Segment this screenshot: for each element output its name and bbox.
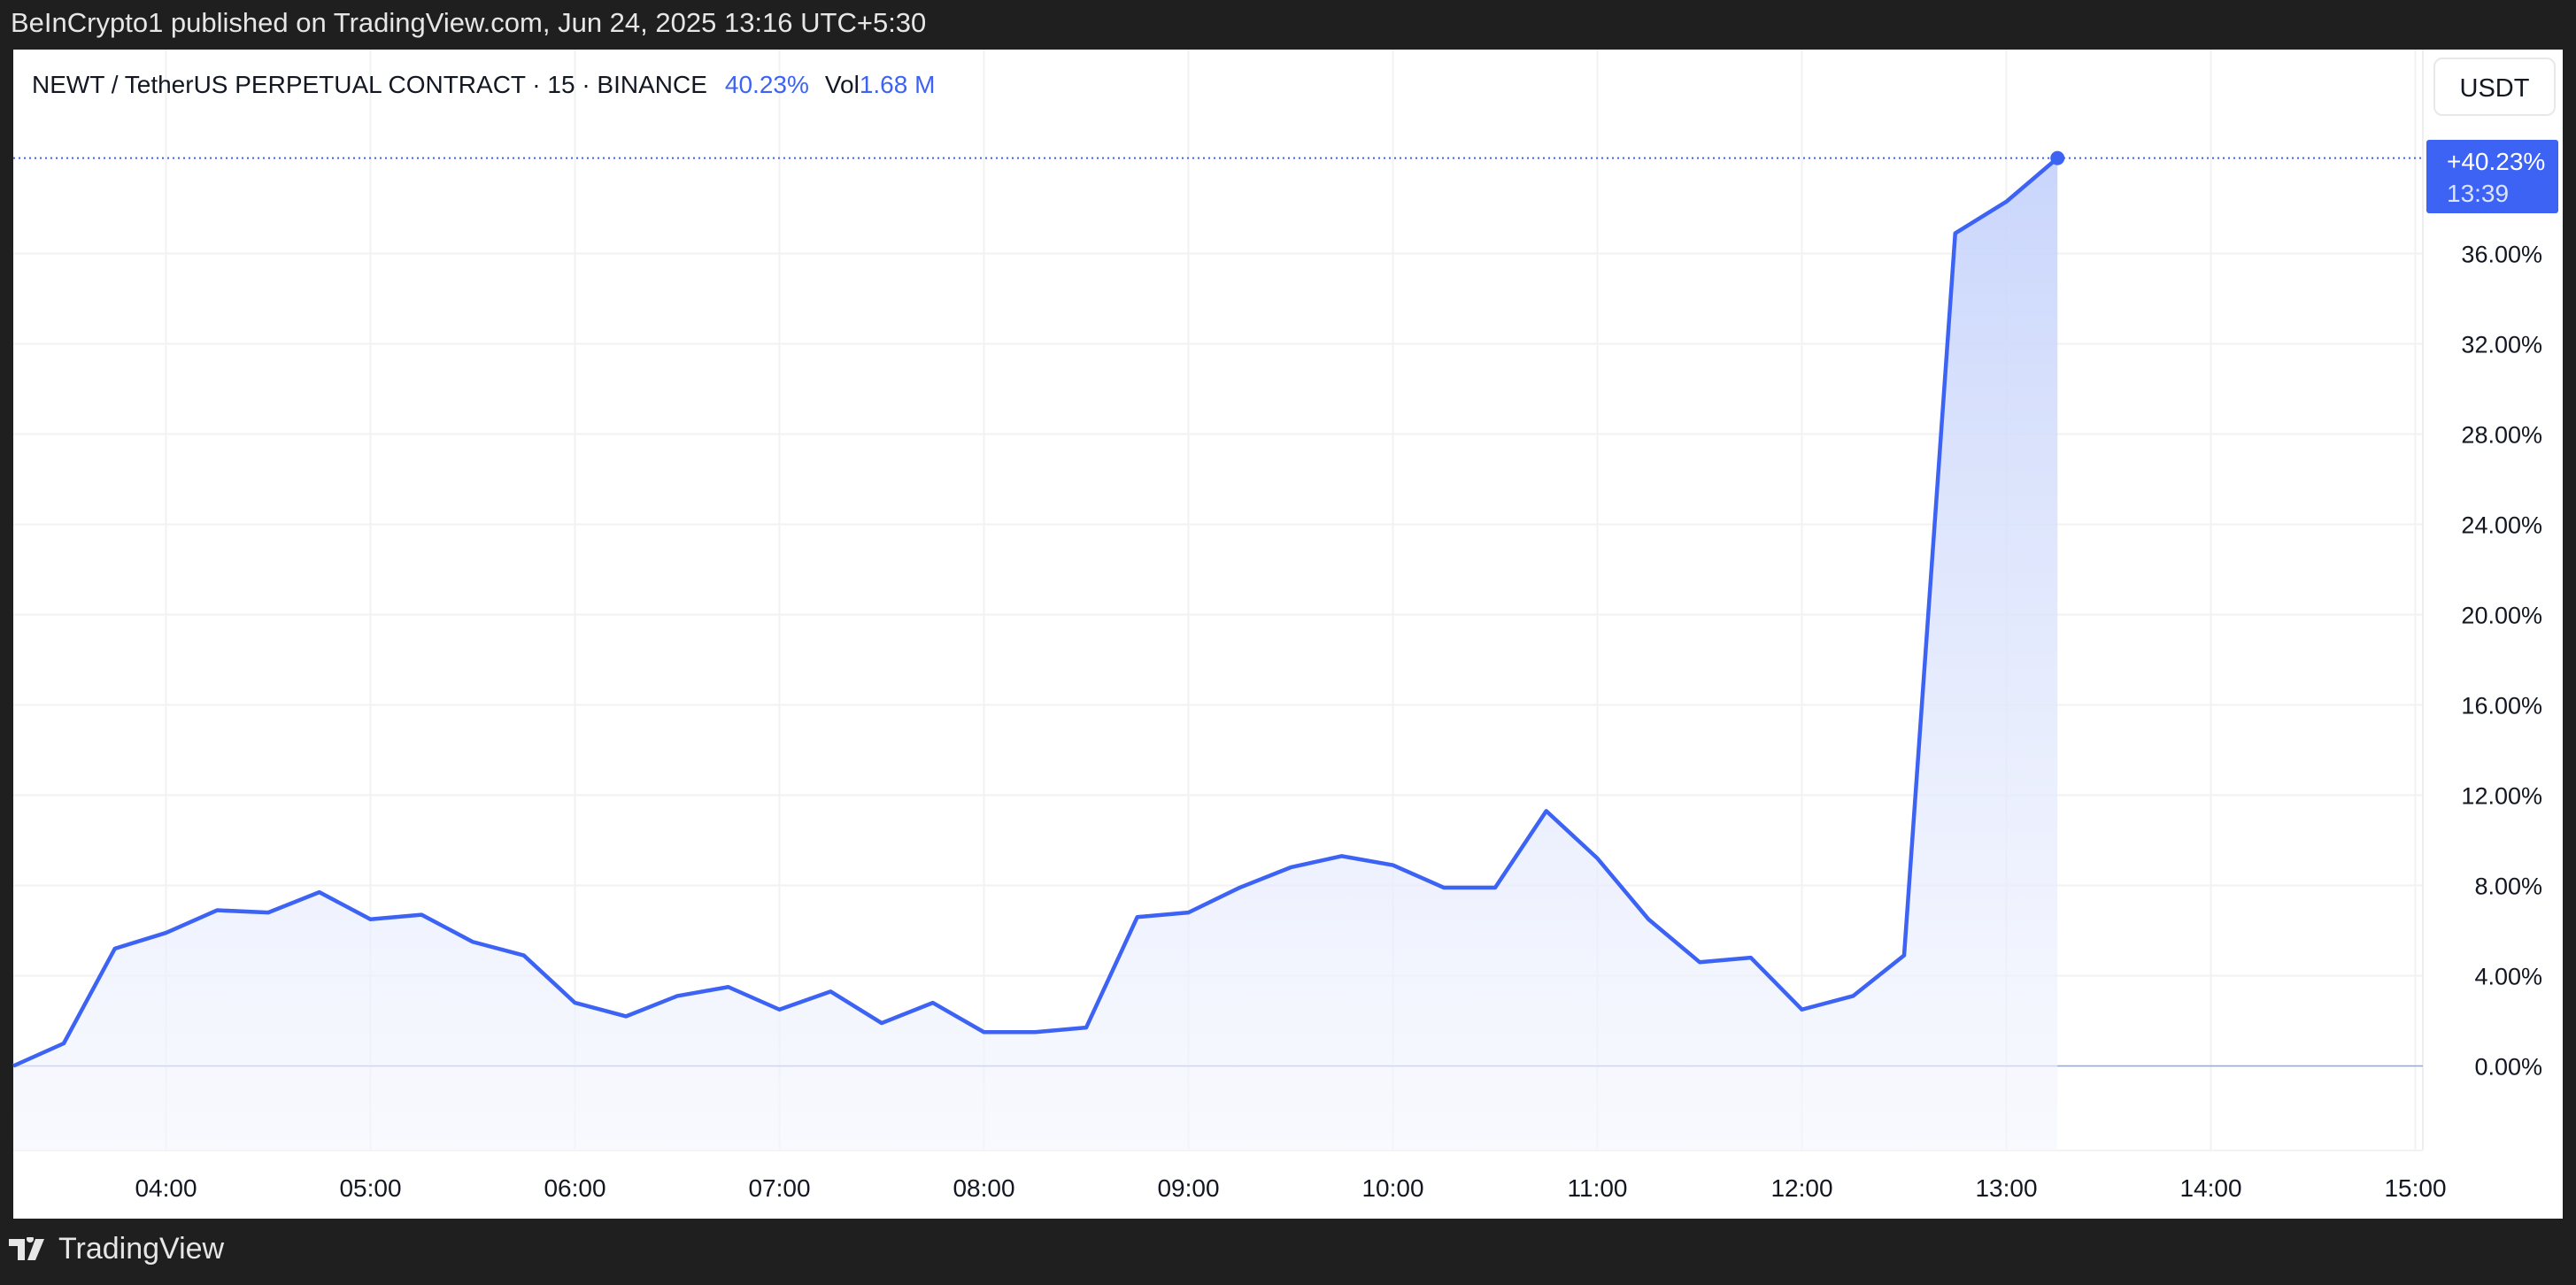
y-tick-label: 12.00% (2461, 783, 2542, 810)
tradingview-logo: TradingView (9, 1232, 224, 1266)
tradingview-logo-text: TradingView (58, 1232, 225, 1266)
area-fill (13, 158, 2058, 1150)
y-tick-label: 0.00% (2474, 1054, 2542, 1081)
legend-symbol: NEWT / TetherUS PERPETUAL CONTRACT · 15 … (32, 71, 935, 98)
y-tick-label: 36.00% (2461, 242, 2542, 268)
y-tick-label: 4.00% (2474, 964, 2542, 990)
currency-button[interactable]: USDT (2433, 58, 2556, 116)
x-tick-label: 11:00 (1568, 1174, 1628, 1202)
x-tick-label: 13:00 (1975, 1174, 2037, 1202)
series-line (12, 156, 2059, 1068)
y-tick-label: 20.00% (2461, 603, 2542, 629)
y-tick-label: 24.00% (2461, 512, 2542, 539)
legend-change: 40.23% (725, 71, 809, 98)
x-tick-label: 15:00 (2384, 1174, 2446, 1202)
last-value: +40.23% (2447, 148, 2545, 175)
y-tick-label: 32.00% (2461, 332, 2542, 358)
currency-label: USDT (2460, 74, 2530, 103)
tradingview-logo-icon (9, 1236, 44, 1260)
publish-line: BeInCrypto1 published on TradingView.com… (11, 7, 927, 38)
x-tick-label: 06:00 (544, 1174, 605, 1202)
x-tick-label: 12:00 (1770, 1174, 1832, 1202)
y-tick-label: 16.00% (2461, 693, 2542, 719)
data-point (2050, 150, 2065, 165)
legend-vol-label: Vol (825, 71, 860, 98)
y-tick-label: 8.00% (2474, 873, 2542, 900)
x-tick-label: 07:00 (748, 1174, 810, 1202)
last-time: 13:39 (2447, 180, 2509, 207)
x-tick-label: 10:00 (1361, 1174, 1423, 1202)
y-tick-label: 28.00% (2461, 422, 2542, 449)
x-tick-label: 09:00 (1157, 1174, 1219, 1202)
x-tick-label: 14:00 (2179, 1174, 2241, 1202)
last-value-badge: +40.23% 13:39 (2426, 140, 2558, 213)
legend-vol-value: 1.68 M (860, 71, 936, 98)
x-tick-label: 08:00 (953, 1174, 1014, 1202)
x-tick-label: 04:00 (135, 1174, 197, 1202)
x-tick-label: 05:00 (339, 1174, 401, 1202)
